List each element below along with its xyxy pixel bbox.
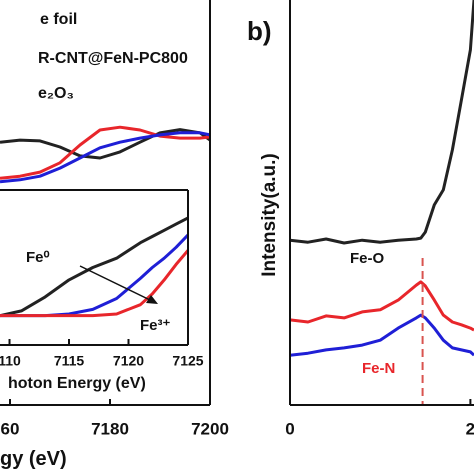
x-tick-label: 60 — [1, 419, 20, 438]
annotation: Fe⁰ — [26, 249, 50, 266]
data-line — [0, 131, 211, 184]
data-line — [289, 280, 474, 332]
y-axis-label: Intensity(a.u.) — [259, 153, 280, 277]
data-line — [0, 249, 190, 318]
arrow — [79, 265, 158, 304]
legend-label: R-CNT@FeN-PC800 — [38, 50, 188, 67]
x-tick-label: 110 — [0, 353, 21, 369]
annotation: Fe-N — [362, 360, 395, 377]
x-tick-label: 2 — [466, 419, 474, 438]
x-tick-label: 7120 — [113, 353, 144, 369]
x-tick-label: 7200 — [191, 419, 229, 438]
annotation: Fe³⁺ — [140, 317, 171, 334]
data-line — [0, 125, 211, 180]
legend-label: e₂O₃ — [38, 85, 74, 102]
data-line — [289, 313, 474, 357]
legend-label: e foil — [40, 11, 77, 28]
data-line — [289, 0, 474, 245]
x-tick-label: 7115 — [54, 353, 85, 369]
data-line — [0, 128, 211, 160]
inset-x-axis-label: hoton Energy (eV) — [8, 375, 146, 392]
x-tick-label: 0 — [285, 419, 294, 438]
data-line — [0, 216, 189, 318]
panel-label: b) — [247, 16, 272, 46]
x-tick-label: 7125 — [172, 353, 203, 369]
x-tick-label: 7180 — [91, 419, 129, 438]
annotation: Fe-O — [350, 250, 385, 267]
x-axis-label: gy (eV) — [0, 448, 67, 470]
